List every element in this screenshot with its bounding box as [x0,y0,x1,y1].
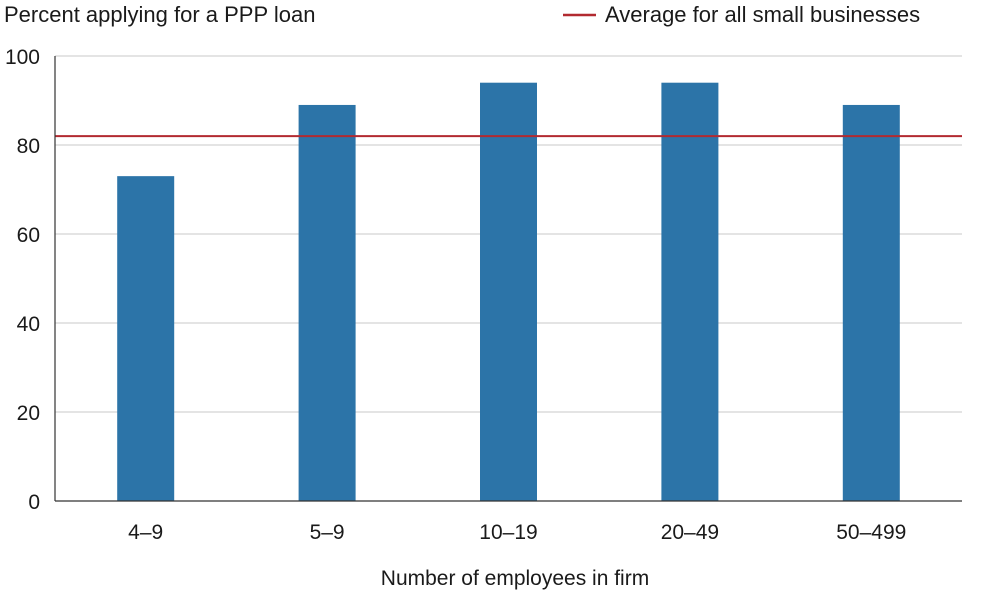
bar-3 [661,82,719,501]
bar-2 [480,82,537,501]
y-tick-label: 80 [17,135,40,158]
x-axis-label: Number of employees in firm [381,567,649,590]
y-tick-label: 0 [28,491,40,514]
y-tick-label: 100 [5,46,40,69]
bar-4 [842,104,900,501]
x-tick-label: 10–19 [479,521,537,544]
y-tick-labels: 0 20 40 60 80 100 [5,46,40,514]
bars [117,82,900,501]
x-tick-labels: 4–9 5–9 10–19 20–49 50–499 [128,521,906,544]
y-tick-label: 40 [17,313,40,336]
x-tick-label: 50–499 [836,521,906,544]
axes [54,56,962,502]
legend-label-average: Average for all small businesses [605,2,920,27]
bar-1 [298,104,356,501]
x-tick-label: 4–9 [128,521,163,544]
y-axis-label: Percent applying for a PPP loan [4,2,315,27]
x-tick-label: 20–49 [661,521,719,544]
y-tick-label: 60 [17,224,40,247]
legend: Average for all small businesses [563,2,920,27]
bar-0 [117,176,175,501]
x-tick-label: 5–9 [310,521,345,544]
y-tick-label: 20 [17,402,40,425]
